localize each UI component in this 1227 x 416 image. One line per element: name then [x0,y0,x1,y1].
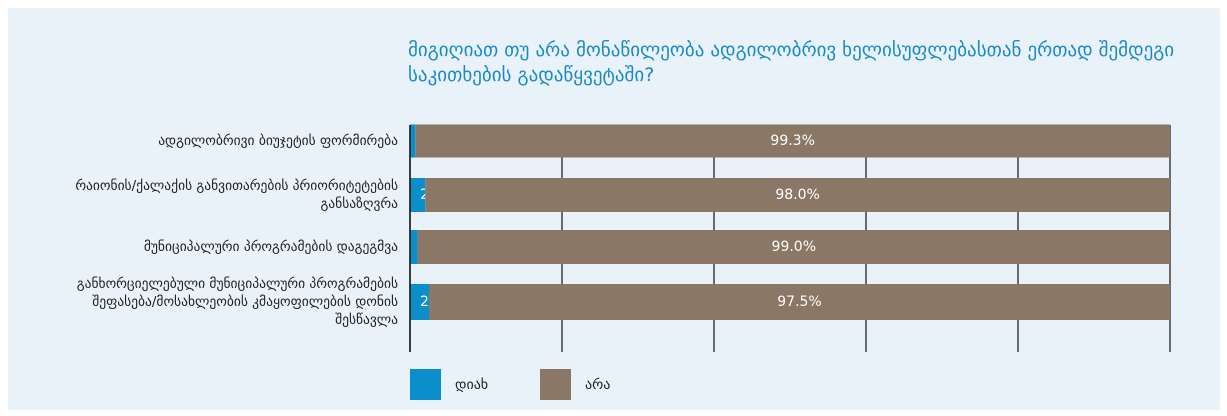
category-label: განხორციელებული მუნიციპალური პროგრამების… [76,276,398,328]
chart-title: მიგიღიათ თუ არა მონაწილეობა ადგილობრივ ხ… [408,39,1175,86]
value-label: 97.5% [777,294,821,310]
bar-segment [417,230,1171,264]
value-label: 99.3% [770,133,814,149]
bar-segment [410,178,426,212]
bar-segment [410,124,416,158]
category-label: ადგილობრივი ბიუჯეტის ფორმირება [158,133,398,149]
bar-segment [410,284,429,320]
value-label: 99.0% [772,239,816,255]
bar-segment [410,230,418,264]
category-label: მუნიციპალური პროგრამების დაგეგმვა [143,239,398,255]
legend-swatch [410,369,441,400]
bar-segment [425,178,1170,212]
legend-label: დიახ [455,377,489,393]
legend-label: არა [585,377,611,393]
value-label: 98.0% [775,187,819,203]
bar-segment [415,124,1170,158]
category-label: რაიონის/ქალაქის განვითარების პრიორიტეტებ… [75,178,398,212]
legend-swatch [540,369,571,400]
bar-segment [429,284,1170,320]
